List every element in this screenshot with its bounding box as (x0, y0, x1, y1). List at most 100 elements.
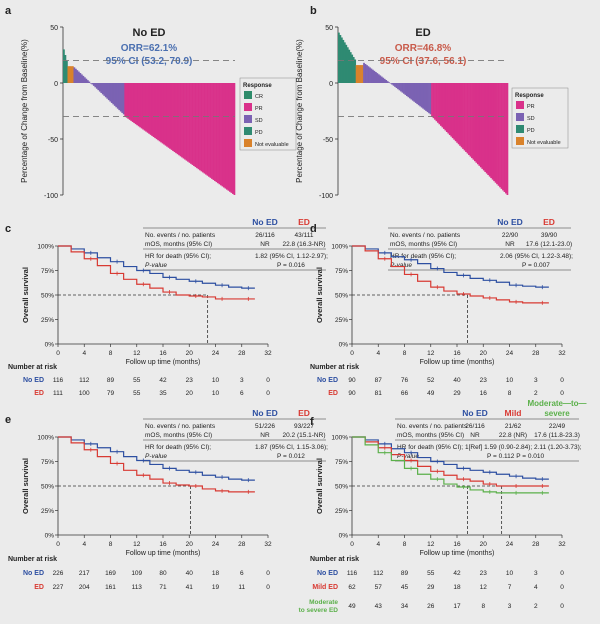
waterfall-bar-b (445, 83, 448, 132)
y-tick-label-a: 50 (50, 25, 58, 32)
waterfall-bar-b (346, 47, 349, 83)
waterfall-bar-b (454, 83, 457, 142)
waterfall-bar-b (338, 32, 340, 83)
x-tick-label-f: 28 (532, 541, 540, 548)
waterfall-bar-b (469, 83, 472, 157)
risk-value-e: 40 (186, 570, 194, 577)
risk-value-d: 76 (401, 377, 409, 384)
risk-value-f: 17 (453, 603, 461, 610)
risk-value-d: 10 (506, 377, 514, 384)
stats-p-c: P = 0.016 (277, 262, 305, 269)
waterfall-bar-b (366, 65, 368, 83)
waterfall-bar-a (67, 66, 70, 83)
waterfall-bar-b (376, 73, 379, 83)
waterfall-bar-a (154, 83, 157, 139)
x-tick-label-c: 4 (82, 350, 86, 357)
y-tick-label-e: 25% (41, 508, 54, 515)
waterfall-bar-b (462, 83, 464, 149)
waterfall-bar-b (457, 83, 460, 145)
waterfall-bar-b (369, 67, 371, 83)
waterfall-bar-a (164, 83, 167, 146)
y-tick-label-f: 50% (335, 484, 348, 491)
waterfall-bar-b (442, 83, 445, 129)
stats-row-label-d: P-value (390, 262, 412, 269)
waterfall-bar-b (345, 44, 348, 83)
stats-mos-f: 22.8 (NR) (499, 432, 527, 439)
risk-label-c: No ED (23, 377, 44, 384)
waterfall-bar-b (500, 83, 503, 189)
risk-label-f: Mild ED (312, 584, 338, 591)
waterfall-bar-b (488, 83, 491, 177)
waterfall-bar-a (113, 83, 116, 106)
waterfall-bar-b (425, 83, 427, 111)
waterfall-bar-b (398, 83, 401, 91)
y-tick-label-e: 100% (37, 435, 54, 442)
stats-row-label-c: mOS, months (95% CI) (145, 241, 212, 248)
risk-value-e: 217 (79, 570, 90, 577)
legend-swatch-a (244, 103, 252, 111)
stats-group-f: Moderate—to— (527, 399, 586, 408)
stats-row-label-f: HR for death (95% CI); (397, 444, 463, 451)
waterfall-bar-b (420, 83, 423, 108)
stats-group-d: ED (543, 217, 555, 227)
risk-value-f: 23 (480, 570, 488, 577)
y-tick-label-c: 0% (45, 342, 55, 349)
survival-curve-ed (352, 245, 549, 304)
waterfall-bar-a (152, 83, 155, 138)
waterfall-bar-a (181, 83, 183, 158)
waterfall-bar-b (490, 83, 493, 179)
waterfall-bar-a (182, 83, 185, 159)
waterfall-bar-a (151, 83, 154, 136)
stats-group-e: No ED (252, 408, 278, 418)
risk-value-f: 26 (427, 603, 435, 610)
x-tick-label-e: 24 (212, 541, 220, 548)
waterfall-bar-a (163, 83, 166, 145)
x-axis-label-f: Follow up time (months) (420, 550, 495, 557)
y-tick-label-b: -100 (319, 193, 333, 200)
waterfall-bar-b (423, 83, 426, 110)
waterfall-bar-b (363, 62, 365, 83)
waterfall-bar-b (389, 83, 392, 84)
risk-value-e: 18 (212, 570, 220, 577)
waterfall-bar-a (221, 83, 224, 187)
waterfall-bar-a (233, 83, 236, 195)
waterfall-bar-b (435, 83, 438, 122)
waterfall-bar-a (134, 83, 137, 125)
x-tick-label-d: 32 (558, 350, 566, 357)
risk-value-c: 20 (186, 390, 194, 397)
risk-value-c: 55 (133, 390, 141, 397)
x-tick-label-c: 0 (56, 350, 60, 357)
risk-value-f: 112 (373, 570, 384, 577)
stats-group-d: No ED (497, 217, 523, 227)
y-tick-label-b: 0 (329, 81, 333, 88)
waterfall-bar-b (339, 35, 342, 83)
waterfall-bar-b (374, 71, 377, 83)
waterfall-bar-a (136, 83, 139, 126)
waterfall-bar-b (377, 74, 380, 83)
waterfall-bar-b (360, 65, 362, 83)
waterfall-bar-b (463, 83, 466, 151)
waterfall-bar-a (73, 67, 76, 83)
waterfall-bar-a (148, 83, 151, 134)
waterfall-bar-a (88, 81, 91, 83)
waterfall-bar-b (432, 83, 435, 119)
waterfall-bar-b (391, 83, 393, 85)
risk-value-f: 89 (401, 570, 409, 577)
risk-value-e: 41 (186, 584, 194, 591)
waterfall-bar-a (89, 83, 92, 84)
waterfall-bar-a (86, 80, 89, 83)
waterfall-bar-a (63, 49, 65, 83)
risk-label-d: ED (328, 390, 338, 397)
risk-value-e: 0 (266, 584, 270, 591)
x-tick-label-d: 24 (506, 350, 514, 357)
stats-mos-f: 17.6 (11.8-23.3) (534, 432, 580, 439)
legend-label-a: PR (255, 106, 263, 112)
stats-row-label-c: No. events / no. patients (145, 232, 216, 239)
stats-events-f: 21/62 (505, 423, 522, 430)
waterfall-bar-a (77, 71, 80, 83)
waterfall-bar-b (431, 83, 433, 117)
y-axis-label-c: Overall survival (21, 267, 30, 323)
waterfall-bar-a (124, 83, 127, 117)
survival-curve-no-ed (352, 436, 549, 480)
waterfall-bar-a (214, 83, 216, 182)
